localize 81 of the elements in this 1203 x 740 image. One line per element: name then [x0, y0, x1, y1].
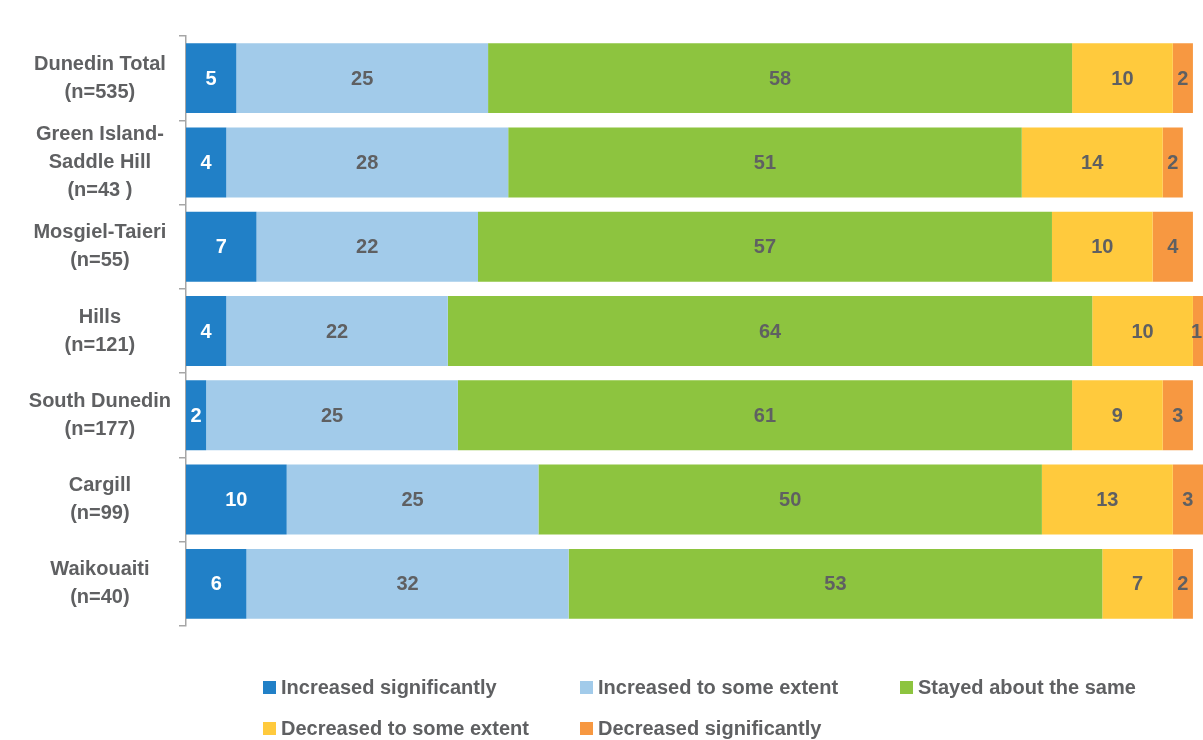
y-tick-label: Hills (n=121)	[64, 304, 136, 355]
bar	[186, 548, 247, 619]
bar	[1072, 380, 1163, 451]
data-label: 25	[351, 66, 374, 89]
bar	[186, 43, 237, 114]
bar	[538, 464, 1042, 535]
bar	[256, 211, 479, 282]
data-label: 10	[1091, 235, 1114, 258]
bar	[246, 548, 569, 619]
bar	[1172, 548, 1193, 619]
data-label: 2	[1177, 572, 1189, 595]
data-label: 50	[779, 488, 802, 511]
data-label: 1	[1190, 319, 1202, 342]
bar	[1162, 127, 1183, 198]
bar	[457, 380, 1073, 451]
legend-label: Increased to some extent	[598, 675, 839, 699]
data-label: 5	[205, 66, 217, 89]
data-label: 4	[200, 319, 213, 342]
bar	[226, 127, 509, 198]
bar	[1162, 380, 1193, 451]
bar	[186, 464, 287, 535]
bar	[508, 127, 1022, 198]
data-label: 10	[225, 488, 248, 511]
data-label: 9	[1111, 403, 1123, 426]
data-label: 7	[215, 235, 227, 258]
data-label: 13	[1096, 488, 1119, 511]
data-label: 53	[824, 572, 847, 595]
bar	[1152, 211, 1193, 282]
bar	[568, 548, 1103, 619]
y-tick-label: South Dunedin (n=177)	[28, 388, 171, 439]
data-label: 64	[758, 319, 783, 342]
legend-label: Stayed about the same	[918, 675, 1136, 699]
bar	[447, 296, 1093, 366]
data-label: 61	[753, 403, 777, 426]
data-label: 22	[356, 235, 379, 258]
y-tick-label: Waikouaiti (n=40)	[50, 557, 150, 608]
bar	[1092, 296, 1193, 366]
bar	[1172, 43, 1193, 114]
y-tick-label: Green Island- Saddle Hill (n=43 )	[36, 121, 164, 200]
legend-label: Decreased to some extent	[281, 716, 529, 740]
bar	[236, 43, 489, 114]
data-label: 6	[210, 572, 222, 595]
y-tick-label: Dunedin Total (n=535)	[33, 51, 166, 102]
y-tick-label: Cargill (n=99)	[68, 473, 132, 524]
bar	[186, 211, 257, 282]
data-label: 10	[1111, 66, 1134, 89]
data-label: 7	[1131, 572, 1144, 595]
data-label: 2	[190, 403, 202, 426]
data-label: 4	[200, 150, 213, 173]
bar	[1051, 211, 1153, 282]
legend-label: Decreased significantly	[598, 716, 822, 740]
data-label: 57	[753, 235, 777, 258]
data-label: 28	[356, 150, 379, 173]
data-label: 10	[1131, 319, 1154, 342]
bar	[186, 127, 227, 198]
bar	[186, 296, 227, 366]
bar	[478, 211, 1052, 282]
data-label: 25	[401, 488, 424, 511]
data-label: 51	[753, 150, 777, 173]
bar	[286, 464, 539, 535]
data-label: 22	[325, 319, 349, 342]
bar	[1072, 43, 1173, 114]
bar	[226, 296, 448, 366]
y-tick-label: Mosgiel-Taieri (n=55)	[33, 220, 167, 271]
legend-label: Increased significantly	[281, 675, 497, 699]
data-label: 32	[396, 572, 419, 595]
data-label: 4	[1167, 235, 1180, 258]
data-label: 2	[1177, 66, 1189, 89]
bar	[1041, 464, 1173, 535]
bar	[1021, 127, 1163, 198]
data-label: 2	[1167, 150, 1179, 173]
bar	[1102, 548, 1173, 619]
data-label: 3	[1172, 403, 1184, 426]
data-label: 25	[320, 403, 344, 426]
bar	[1172, 464, 1203, 535]
bar	[206, 380, 458, 451]
bar	[488, 43, 1073, 114]
data-label: 58	[768, 66, 792, 89]
data-label: 3	[1182, 488, 1194, 511]
data-label: 14	[1081, 150, 1105, 173]
bar	[186, 380, 207, 451]
